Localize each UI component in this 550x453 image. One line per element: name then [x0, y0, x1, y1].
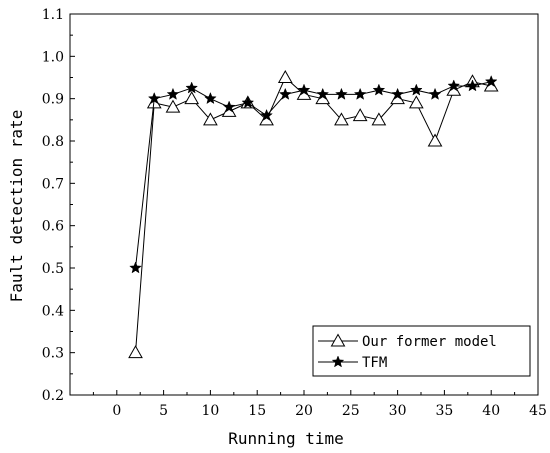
data-point-triangle — [128, 345, 143, 359]
x-tick-label: 5 — [159, 403, 168, 419]
series-tfm — [129, 75, 498, 274]
legend-entry-our-former-model: Our former model — [318, 333, 497, 350]
data-point-star — [335, 87, 348, 100]
data-point-triangle — [203, 112, 218, 126]
x-tick-label: 15 — [248, 403, 266, 419]
data-point-triangle — [165, 99, 181, 113]
data-point-star — [147, 91, 161, 105]
data-point-star — [297, 83, 311, 96]
y-tick-label: 0.5 — [42, 261, 64, 277]
legend-label-tfm: TFM — [362, 355, 387, 371]
data-point-star — [222, 100, 236, 113]
y-tick-label: 0.3 — [42, 346, 64, 362]
data-point-triangle — [427, 133, 443, 147]
y-tick-label: 1.1 — [42, 7, 64, 23]
x-tick-label: 30 — [389, 403, 407, 419]
legend: Our former model TFM — [312, 325, 531, 377]
x-axis: 0 5 10 15 20 25 30 35 40 45 — [69, 390, 547, 419]
data-point-star — [166, 87, 180, 100]
legend-box — [312, 325, 531, 377]
x-tick-label: 20 — [295, 403, 313, 419]
y-axis: 0.2 0.3 0.4 0.5 0.6 0.7 0.8 0.9 1.0 1.1 — [42, 7, 75, 404]
series-layer — [128, 69, 499, 359]
data-point-star — [316, 87, 330, 100]
y-tick-label: 0.8 — [42, 134, 64, 150]
series-our-former-model — [128, 69, 499, 359]
data-point-star — [447, 79, 461, 92]
data-point-star — [204, 91, 217, 105]
legend-star-icon — [331, 355, 345, 368]
y-tick-label: 1.0 — [42, 49, 64, 65]
y-axis-label: Fault detection rate — [7, 110, 26, 303]
data-point-star — [241, 96, 255, 109]
data-point-star — [260, 108, 273, 122]
data-point-triangle — [277, 69, 293, 83]
y-tick-label: 0.2 — [42, 388, 64, 404]
data-point-triangle — [184, 91, 200, 105]
data-point-star — [484, 75, 498, 88]
data-point-star — [409, 83, 423, 96]
data-point-triangle — [371, 112, 387, 126]
data-point-triangle — [408, 95, 424, 109]
data-point-star — [428, 87, 442, 100]
data-point-star — [391, 87, 404, 100]
data-point-star — [185, 81, 199, 94]
legend-label-our-former-model: Our former model — [362, 334, 497, 350]
legend-entry-tfm: TFM — [318, 355, 387, 371]
x-tick-label: 45 — [529, 403, 547, 419]
y-tick-label: 0.9 — [42, 92, 64, 108]
data-point-triangle — [334, 112, 349, 126]
y-tick-label: 0.7 — [42, 176, 64, 192]
data-point-star — [372, 83, 386, 96]
x-axis-label: Running time — [228, 429, 344, 448]
x-tick-label: 40 — [482, 403, 500, 419]
data-point-star — [278, 87, 292, 100]
x-tick-label: 0 — [112, 403, 121, 419]
data-point-star — [129, 261, 142, 274]
data-point-star — [466, 79, 479, 92]
x-tick-label: 25 — [342, 403, 360, 419]
x-tick-label: 35 — [435, 403, 453, 419]
y-tick-label: 0.6 — [42, 219, 64, 235]
data-point-star — [353, 87, 367, 100]
y-tick-label: 0.4 — [42, 303, 64, 319]
data-point-triangle — [352, 108, 368, 122]
legend-triangle-icon — [330, 333, 346, 347]
x-tick-label: 10 — [201, 403, 219, 419]
